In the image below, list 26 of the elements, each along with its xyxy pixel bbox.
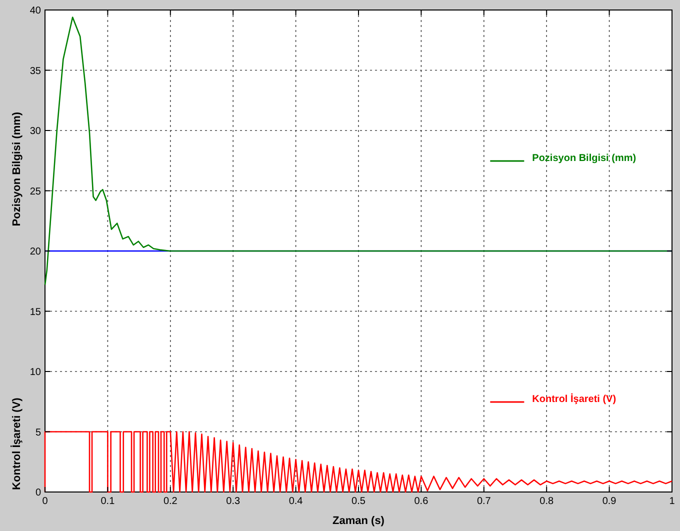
- x-tick-label: 0: [42, 496, 48, 507]
- x-axis-title: Zaman (s): [332, 515, 385, 527]
- legend-label: Kontrol İşareti (V): [532, 393, 616, 406]
- y-axis-title: Pozisyon Bilgisi (mm): [11, 112, 23, 226]
- x-tick-label: 0.2: [163, 496, 178, 507]
- x-tick-label: 0.6: [414, 496, 429, 507]
- y-tick-label: 40: [30, 6, 42, 16]
- x-tick-label: 0.3: [226, 496, 240, 507]
- y-tick-label: 35: [30, 66, 42, 77]
- text: Kontrol İşareti (V): [10, 397, 23, 490]
- x-tick-label: 1: [669, 496, 676, 507]
- y-tick-label: 15: [30, 306, 42, 318]
- y-tick-label: 10: [30, 367, 42, 378]
- x-tick-label: 0.4: [288, 496, 304, 507]
- x-tick-label: 0.5: [352, 496, 366, 507]
- x-tick-label: 0.1: [100, 496, 116, 507]
- x-tick-label: 0.7: [476, 496, 492, 507]
- x-tick-label: 0.9: [602, 496, 617, 507]
- legend-label: Pozisyon Bilgisi (mm): [532, 153, 636, 164]
- y-tick-label: 5: [35, 427, 42, 438]
- y-tick-label: 30: [30, 126, 42, 137]
- line-series: [44, 431, 673, 493]
- y-tick-label: 20: [30, 246, 42, 258]
- x-tick-label: 0.8: [540, 496, 554, 507]
- y-tick-label: 25: [30, 186, 42, 198]
- y-tick-label: 0: [35, 488, 42, 498]
